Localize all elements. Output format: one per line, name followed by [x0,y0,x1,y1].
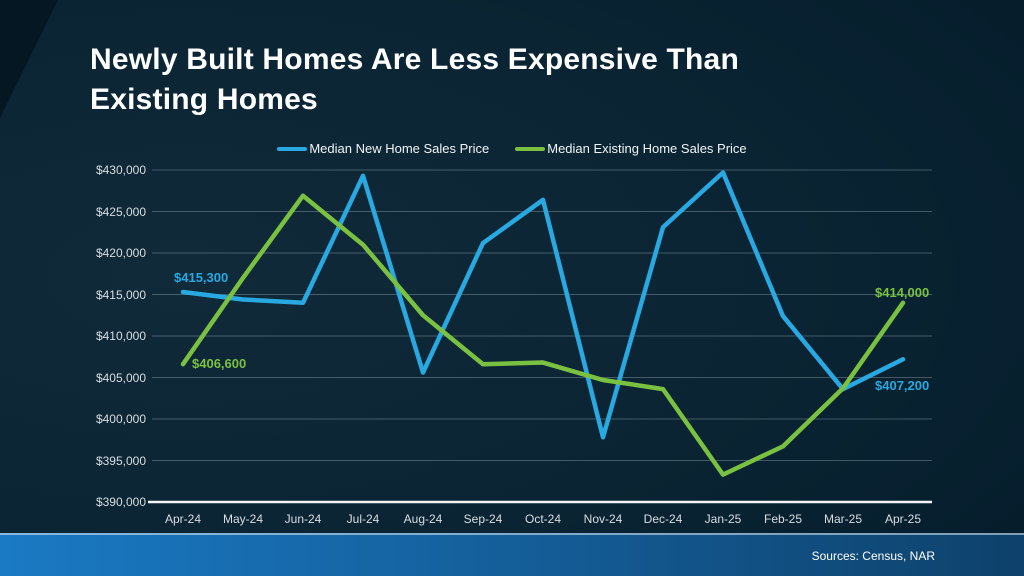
x-tick-label: Oct-24 [524,512,561,526]
x-tick-label: Apr-24 [164,512,202,526]
legend-line-new-icon [277,146,308,151]
x-tick-label: Nov-24 [583,512,623,526]
existing-home-series-line [180,193,906,477]
data-point-label: $407,200 [875,378,930,394]
data-point-label: $414,000 [875,284,930,300]
legend-item-new-home: Median New Home Sales Price [277,141,489,156]
x-tick-label: Jun-24 [284,512,322,526]
x-tick-label: Jan-25 [704,512,742,526]
x-tick-label: Feb-25 [763,512,803,526]
y-tick-label: $425,000 [95,204,146,219]
page-title: Newly Built Homes Are Less Expensive Tha… [90,43,739,116]
x-tick-label: Mar-25 [823,512,862,526]
legend-item-existing-home: Median Existing Home Sales Price [515,141,747,156]
y-tick-label: $415,000 [95,287,146,302]
y-tick-label: $430,000 [95,163,146,177]
footer-bar: Sources: Census, NAR [0,533,1024,576]
gridlines [152,169,932,461]
x-tick-label: Aug-24 [403,512,443,526]
legend-label-existing-home: Median Existing Home Sales Price [547,141,747,156]
x-tick-label: Dec-24 [643,512,683,526]
x-tick-label: May-24 [222,512,263,526]
y-tick-label: $395,000 [95,453,146,468]
x-tick-label: Sep-24 [463,512,503,526]
legend-line-existing-icon [515,146,546,151]
y-tick-label: $405,000 [95,370,146,385]
sources-text: Sources: Census, NAR [811,548,935,563]
chart-legend: Median New Home Sales Price Median Exist… [0,141,1024,156]
y-tick-label: $390,000 [95,495,146,509]
y-tick-label: $420,000 [95,246,146,260]
x-tick-label: Jul-24 [346,512,380,526]
y-tick-label: $400,000 [95,412,146,426]
data-point-label: $406,600 [192,356,247,372]
legend-label-new-home: Median New Home Sales Price [309,141,490,156]
new-home-series-line [180,170,906,440]
x-tick-label: Apr-25 [884,512,922,526]
y-tick-label: $410,000 [95,329,146,343]
data-point-label: $415,300 [174,270,229,285]
